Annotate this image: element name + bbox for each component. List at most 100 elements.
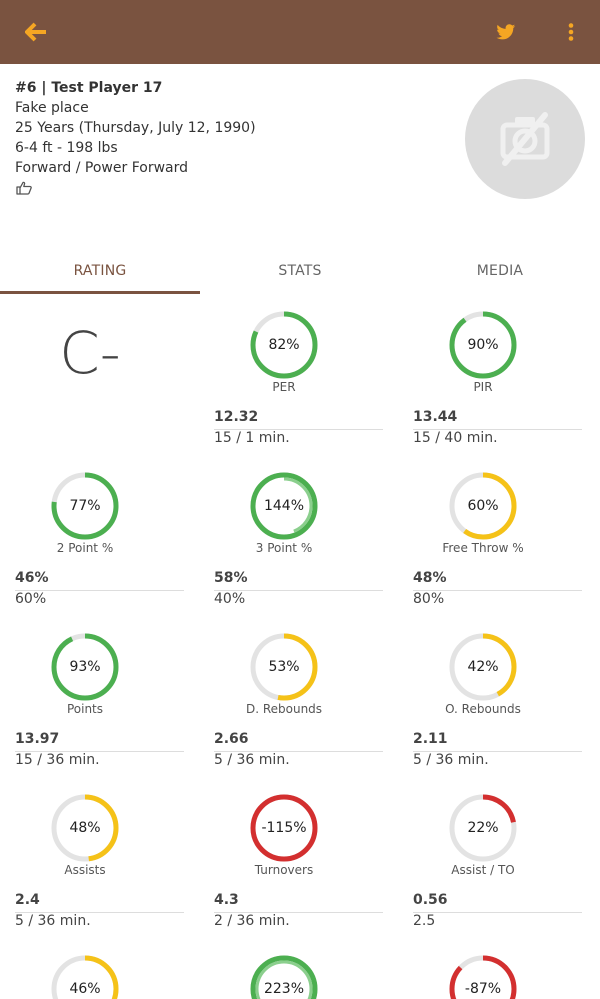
player-title: #6 | Test Player 17 xyxy=(15,80,163,96)
progress-ring-fill xyxy=(250,955,318,999)
stat-label: O. Rebounds xyxy=(445,702,521,716)
stat-value: 12.32 xyxy=(214,409,259,425)
stat-percent: -87% xyxy=(464,981,502,997)
stat-percent: 22% xyxy=(467,820,499,836)
progress-ring-graphic xyxy=(449,633,517,701)
progress-ring-fill xyxy=(51,472,119,540)
progress-ring: 93% xyxy=(49,631,121,703)
progress-ring: 144% xyxy=(248,470,320,542)
progress-ring-graphic xyxy=(250,794,318,862)
tab-media[interactable]: MEDIA xyxy=(476,263,524,279)
player-profile: #6 | Test Player 17 Fake place 25 Years … xyxy=(15,78,455,196)
progress-ring: 90% xyxy=(447,309,519,381)
stat-divider xyxy=(15,590,184,591)
stat-subvalue: 15 / 1 min. xyxy=(214,430,290,446)
stat-percent: 144% xyxy=(263,498,305,514)
stat-label: PER xyxy=(272,380,296,394)
progress-ring-fill xyxy=(250,794,318,862)
app-bar xyxy=(0,0,600,64)
progress-ring: -115% xyxy=(248,792,320,864)
progress-ring-fill xyxy=(250,311,318,379)
twitter-icon xyxy=(496,23,516,39)
progress-ring-fill xyxy=(449,311,517,379)
stat-label: Assists xyxy=(64,863,106,877)
progress-ring-fill xyxy=(51,955,119,999)
stat-subvalue: 15 / 40 min. xyxy=(413,430,498,446)
stat-value: 46% xyxy=(15,570,49,586)
stat-label: 2 Point % xyxy=(56,541,114,555)
stat-percent: 223% xyxy=(263,981,305,997)
stat-subvalue: 2 / 36 min. xyxy=(214,913,290,929)
stat-percent: 90% xyxy=(467,337,499,353)
progress-ring: 77% xyxy=(49,470,121,542)
stat-value: 2.4 xyxy=(15,892,40,908)
progress-ring-fill xyxy=(51,633,119,701)
progress-ring-fill xyxy=(449,472,517,540)
stat-percent: 77% xyxy=(69,498,101,514)
progress-ring-fill xyxy=(449,633,517,701)
stat-subvalue: 5 / 36 min. xyxy=(413,752,489,768)
tab-stats[interactable]: STATS xyxy=(278,263,322,279)
stat-value: 13.97 xyxy=(15,731,60,747)
progress-ring: 60% xyxy=(447,470,519,542)
progress-ring-graphic xyxy=(250,633,318,701)
stat-value: 13.44 xyxy=(413,409,458,425)
progress-ring-fill xyxy=(449,955,517,999)
stat-label: Free Throw % xyxy=(442,541,524,555)
more-options-button[interactable] xyxy=(556,0,586,64)
stat-divider xyxy=(214,590,383,591)
progress-ring-graphic xyxy=(51,633,119,701)
stat-divider xyxy=(214,429,383,430)
back-button[interactable] xyxy=(14,0,58,64)
stat-subvalue: 15 / 36 min. xyxy=(15,752,100,768)
progress-ring: 223% xyxy=(248,953,320,999)
progress-ring-graphic xyxy=(51,955,119,999)
stat-percent: 42% xyxy=(467,659,499,675)
active-tab-indicator xyxy=(0,291,200,294)
like-button[interactable] xyxy=(15,180,33,196)
stat-divider xyxy=(413,590,582,591)
stat-label: Turnovers xyxy=(254,863,314,877)
stat-percent: 46% xyxy=(69,981,101,997)
thumbs-up-icon xyxy=(16,181,32,195)
player-size: 6-4 ft - 198 lbs xyxy=(15,140,118,156)
progress-ring-fill xyxy=(250,633,318,701)
progress-ring-graphic xyxy=(51,472,119,540)
stat-percent: 93% xyxy=(69,659,101,675)
progress-ring-graphic xyxy=(51,794,119,862)
player-grade: C- xyxy=(59,319,121,387)
progress-ring-fill xyxy=(51,794,119,862)
stat-subvalue: 60% xyxy=(15,591,47,607)
progress-ring-graphic xyxy=(250,472,318,540)
stat-percent: 82% xyxy=(268,337,300,353)
stat-value: 48% xyxy=(413,570,447,586)
progress-ring-overflow xyxy=(255,960,313,999)
tab-rating[interactable]: RATING xyxy=(73,263,127,279)
stat-label: Points xyxy=(66,702,104,716)
stat-label: PIR xyxy=(473,380,493,394)
no-photo-icon xyxy=(500,112,550,166)
stat-percent: -115% xyxy=(261,820,307,836)
stat-divider xyxy=(413,912,582,913)
player-place: Fake place xyxy=(15,100,89,116)
stat-divider xyxy=(214,912,383,913)
arrow-left-icon xyxy=(25,22,46,42)
progress-ring: 22% xyxy=(447,792,519,864)
progress-ring: 82% xyxy=(248,309,320,381)
stat-label: 3 Point % xyxy=(255,541,313,555)
stat-divider xyxy=(413,751,582,752)
progress-ring-graphic xyxy=(449,794,517,862)
stat-value: 4.3 xyxy=(214,892,239,908)
stat-subvalue: 2.5 xyxy=(413,913,436,929)
stat-divider xyxy=(15,912,184,913)
twitter-button[interactable] xyxy=(486,0,526,64)
stat-label: D. Rebounds xyxy=(245,702,323,716)
stat-divider xyxy=(15,751,184,752)
player-position: Forward / Power Forward xyxy=(15,160,188,176)
progress-ring: -87% xyxy=(447,953,519,999)
progress-ring: 48% xyxy=(49,792,121,864)
stat-subvalue: 5 / 36 min. xyxy=(214,752,290,768)
stat-subvalue: 40% xyxy=(214,591,246,607)
player-age: 25 Years (Thursday, July 12, 1990) xyxy=(15,120,256,136)
stat-label: Assist / TO xyxy=(451,863,515,877)
